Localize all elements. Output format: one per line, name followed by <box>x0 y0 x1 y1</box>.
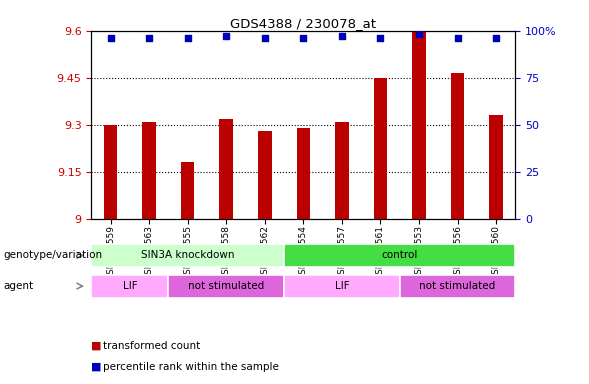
Point <box>414 31 423 38</box>
Bar <box>104 125 117 219</box>
Bar <box>181 162 194 219</box>
Point <box>337 33 346 40</box>
Text: SIN3A knockdown: SIN3A knockdown <box>141 250 234 260</box>
Bar <box>335 122 349 219</box>
Text: genotype/variation: genotype/variation <box>3 250 102 260</box>
Text: percentile rank within the sample: percentile rank within the sample <box>103 362 279 372</box>
Bar <box>400 275 515 298</box>
Bar <box>489 115 503 219</box>
Text: transformed count: transformed count <box>103 341 200 351</box>
Point <box>221 33 231 40</box>
Text: LIF: LIF <box>123 281 137 291</box>
Point <box>106 35 115 41</box>
Text: agent: agent <box>3 281 33 291</box>
Bar <box>451 73 464 219</box>
Point <box>376 35 385 41</box>
Bar <box>284 275 400 298</box>
Text: not stimulated: not stimulated <box>188 281 264 291</box>
Point <box>144 35 154 41</box>
Text: LIF: LIF <box>335 281 349 291</box>
Bar <box>373 78 387 219</box>
Point <box>260 35 270 41</box>
Bar <box>220 119 233 219</box>
Bar <box>412 31 426 219</box>
Bar <box>91 275 168 298</box>
Point <box>453 35 462 41</box>
Bar <box>284 244 515 267</box>
Title: GDS4388 / 230078_at: GDS4388 / 230078_at <box>230 17 376 30</box>
Bar <box>91 244 284 267</box>
Text: ■: ■ <box>91 341 102 351</box>
Point <box>183 35 193 41</box>
Point <box>491 35 501 41</box>
Bar <box>297 128 310 219</box>
Bar <box>258 131 272 219</box>
Bar <box>143 122 156 219</box>
Text: ■: ■ <box>91 362 102 372</box>
Text: control: control <box>382 250 418 260</box>
Point <box>299 35 308 41</box>
Bar <box>168 275 284 298</box>
Text: not stimulated: not stimulated <box>419 281 496 291</box>
